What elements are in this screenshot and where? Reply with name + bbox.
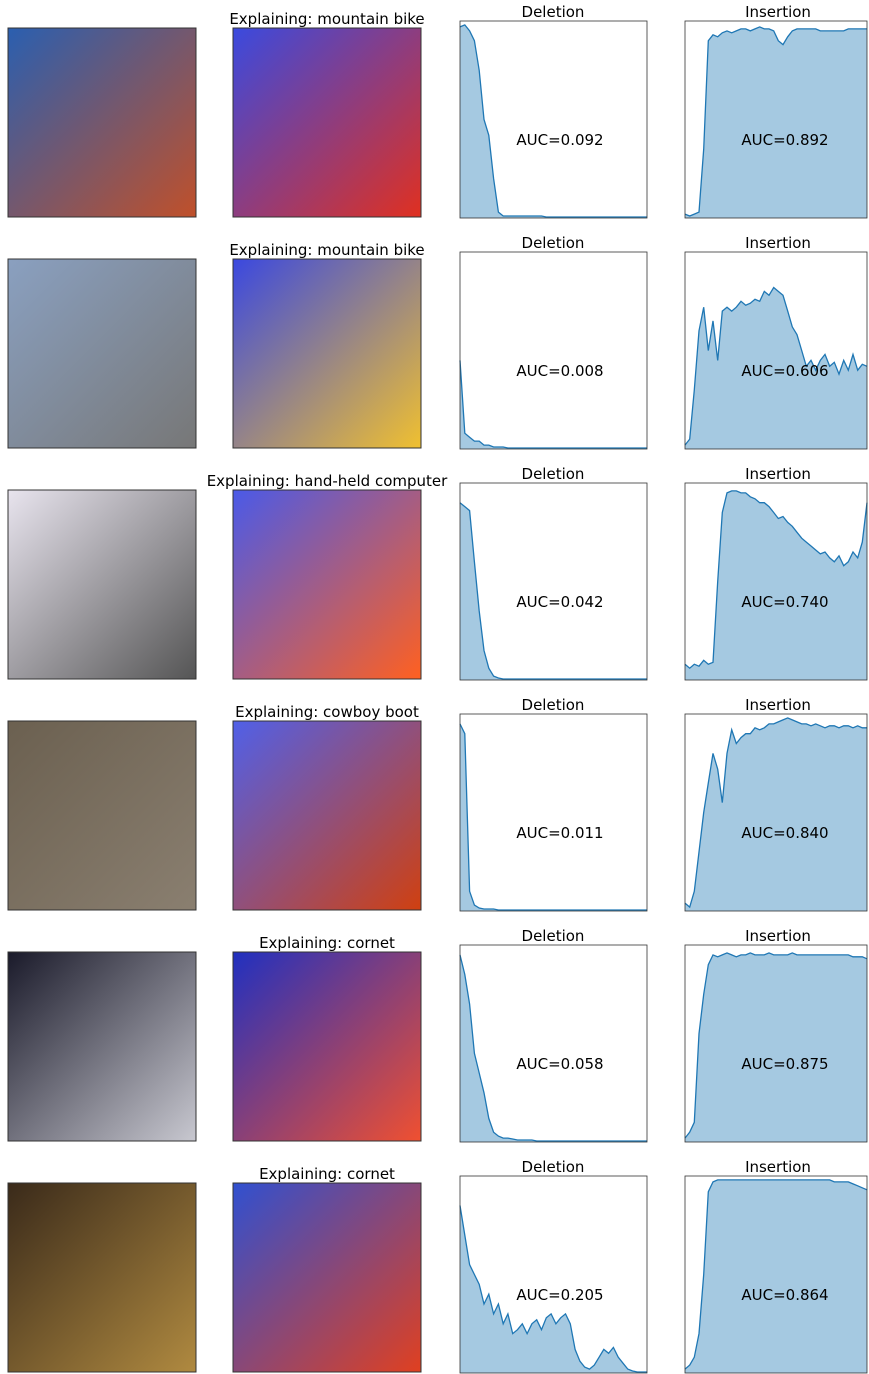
row-title: Explaining: mountain bike bbox=[229, 10, 424, 28]
row-title: Explaining: hand-held computer bbox=[207, 472, 448, 490]
input-image bbox=[8, 490, 196, 679]
page: Explaining: mountain bike Explaining: mou… bbox=[0, 0, 869, 1374]
input-image bbox=[8, 28, 196, 217]
line bbox=[460, 503, 647, 679]
axes-frame bbox=[460, 252, 647, 449]
chart-title: Insertion bbox=[745, 927, 811, 945]
chart-title: Deletion bbox=[522, 927, 585, 945]
auc-annotation: AUC=0.864 bbox=[741, 1286, 828, 1304]
row-title: Explaining: cornet bbox=[259, 1165, 395, 1183]
chart-title: Insertion bbox=[745, 696, 811, 714]
saliency-image bbox=[233, 28, 421, 217]
auc-annotation: AUC=0.092 bbox=[516, 131, 603, 149]
line bbox=[460, 724, 647, 910]
area bbox=[460, 503, 647, 680]
saliency-image bbox=[233, 721, 421, 910]
area bbox=[685, 27, 867, 218]
auc-annotation: AUC=0.042 bbox=[516, 593, 603, 611]
chart-title: Insertion bbox=[745, 465, 811, 483]
auc-annotation: AUC=0.875 bbox=[741, 1055, 828, 1073]
row-title: Explaining: mountain bike bbox=[229, 241, 424, 259]
saliency-image bbox=[233, 1183, 421, 1372]
auc-annotation: AUC=0.011 bbox=[516, 824, 603, 842]
auc-annotation: AUC=0.740 bbox=[741, 593, 828, 611]
auc-annotation: AUC=0.008 bbox=[516, 362, 603, 380]
chart-title: Insertion bbox=[745, 234, 811, 252]
chart-title: Deletion bbox=[522, 3, 585, 21]
area bbox=[685, 718, 867, 911]
saliency-image bbox=[233, 259, 421, 448]
auc-annotation: AUC=0.840 bbox=[741, 824, 828, 842]
chart-title: Deletion bbox=[522, 465, 585, 483]
auc-annotation: AUC=0.606 bbox=[741, 362, 828, 380]
figure: Explaining: mountain bike Explaining: mou… bbox=[0, 0, 869, 1374]
row-title: Explaining: cornet bbox=[259, 934, 395, 952]
auc-annotation: AUC=0.058 bbox=[516, 1055, 603, 1073]
area bbox=[685, 491, 867, 680]
input-image bbox=[8, 1183, 196, 1372]
input-image bbox=[8, 721, 196, 910]
auc-annotation: AUC=0.892 bbox=[741, 131, 828, 149]
area bbox=[685, 1180, 867, 1373]
saliency-image bbox=[233, 952, 421, 1141]
chart-title: Deletion bbox=[522, 234, 585, 252]
axes-frame bbox=[460, 483, 647, 680]
input-image bbox=[8, 259, 196, 448]
saliency-image bbox=[233, 490, 421, 679]
area bbox=[460, 25, 647, 218]
chart-title: Deletion bbox=[522, 1158, 585, 1176]
chart-title: Insertion bbox=[745, 1158, 811, 1176]
area bbox=[685, 953, 867, 1142]
line bbox=[460, 955, 647, 1141]
input-image bbox=[8, 952, 196, 1141]
area bbox=[460, 724, 647, 911]
row-title: Explaining: cowboy boot bbox=[235, 703, 419, 721]
chart-title: Insertion bbox=[745, 3, 811, 21]
auc-annotation: AUC=0.205 bbox=[516, 1286, 603, 1304]
axes-frame bbox=[460, 714, 647, 911]
chart-title: Deletion bbox=[522, 696, 585, 714]
